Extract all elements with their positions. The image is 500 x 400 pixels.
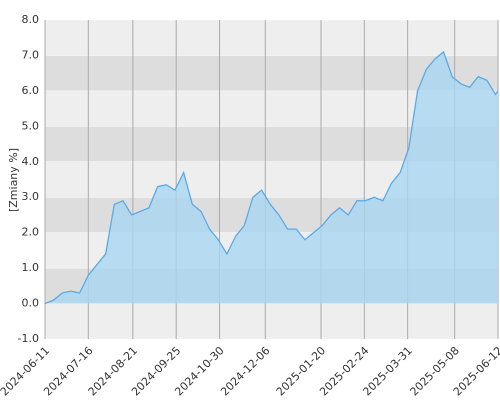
y-tick-label: 4.0 xyxy=(22,155,40,168)
x-tick-label: 2024-12-06 xyxy=(218,344,272,398)
y-tick-label: 1.0 xyxy=(22,261,40,274)
y-tick-label: 0.0 xyxy=(22,297,40,310)
y-axis-label: [Zmiany %] xyxy=(7,148,20,212)
line xyxy=(44,50,499,305)
y-tick-label: -1.0 xyxy=(18,332,39,345)
y-tick-label: 6.0 xyxy=(22,84,40,97)
y-tick-label: 7.0 xyxy=(22,48,40,61)
y-tick-label: 5.0 xyxy=(22,119,40,132)
y-tick-label: 8.0 xyxy=(22,13,40,26)
area xyxy=(45,51,498,304)
y-tick-label: 3.0 xyxy=(22,190,40,203)
y-tick-label: 2.0 xyxy=(22,226,40,239)
